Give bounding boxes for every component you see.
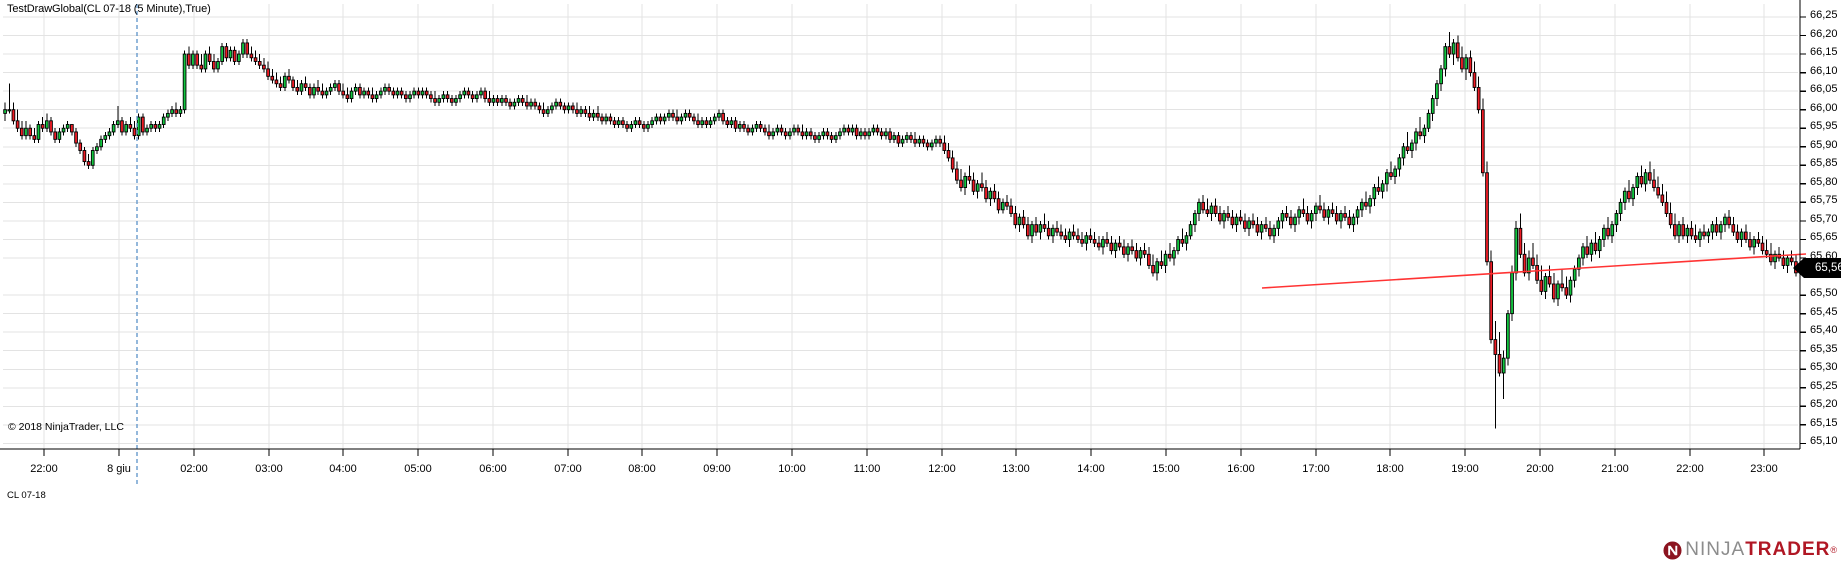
chart-title: TestDrawGlobal(CL 07-18 (5 Minute),True) bbox=[7, 3, 211, 15]
y-axis-tick-label: 65,45 bbox=[1810, 305, 1838, 318]
x-axis-tick-label: 05:00 bbox=[404, 463, 432, 475]
y-axis-tick-label: 65,85 bbox=[1810, 157, 1838, 170]
x-axis-tick-label: 20:00 bbox=[1526, 463, 1554, 475]
y-axis-tick-label: 66,00 bbox=[1810, 101, 1838, 114]
y-axis-tick-label: 66,20 bbox=[1810, 27, 1838, 40]
x-axis-tick-label: 02:00 bbox=[180, 463, 208, 475]
x-axis-tick-label: 16:00 bbox=[1227, 463, 1255, 475]
y-axis-tick-label: 65,95 bbox=[1810, 120, 1838, 133]
x-axis-tick-label: 15:00 bbox=[1152, 463, 1180, 475]
x-axis-tick-label: 21:00 bbox=[1601, 463, 1629, 475]
y-axis-tick-label: 66,10 bbox=[1810, 64, 1838, 77]
y-axis-tick-label: 65,35 bbox=[1810, 342, 1838, 355]
x-axis-tick-label: 09:00 bbox=[703, 463, 731, 475]
y-axis-tick-label: 65,15 bbox=[1810, 416, 1838, 429]
copyright-notice: © 2018 NinjaTrader, LLC bbox=[8, 421, 124, 433]
y-axis-tick-label: 65,10 bbox=[1810, 435, 1838, 448]
x-axis-tick-label: 06:00 bbox=[479, 463, 507, 475]
x-axis-tick-label: 13:00 bbox=[1002, 463, 1030, 475]
last-price-marker: 65,56 bbox=[1804, 258, 1841, 278]
y-axis-tick-label: 65,75 bbox=[1810, 194, 1838, 207]
logo-text-trader: TRADER bbox=[1745, 539, 1831, 560]
x-axis-tick-label: 19:00 bbox=[1451, 463, 1479, 475]
y-axis-tick-label: 66,05 bbox=[1810, 83, 1838, 96]
y-axis-tick-label: 65,40 bbox=[1810, 324, 1838, 337]
y-axis-tick-label: 66,25 bbox=[1810, 8, 1838, 21]
x-axis-tick-label: 22:00 bbox=[30, 463, 58, 475]
last-price-marker-arrow bbox=[1793, 258, 1804, 278]
y-axis-tick-label: 66,15 bbox=[1810, 46, 1838, 59]
x-axis-tick-label: 17:00 bbox=[1302, 463, 1330, 475]
x-axis-tick-label: 8 giu bbox=[107, 463, 131, 475]
y-axis-tick-label: 65,20 bbox=[1810, 398, 1838, 411]
x-axis-tick-label: 11:00 bbox=[853, 463, 881, 475]
x-axis-tick-label: 04:00 bbox=[329, 463, 357, 475]
y-axis-tick-label: 65,50 bbox=[1810, 287, 1838, 300]
logo-text-ninja: NINJA bbox=[1685, 539, 1746, 560]
x-axis-tick-label: 12:00 bbox=[928, 463, 956, 475]
y-axis-tick-label: 65,90 bbox=[1810, 138, 1838, 151]
x-axis-tick-label: 10:00 bbox=[778, 463, 806, 475]
y-axis-tick-label: 65,30 bbox=[1810, 361, 1838, 374]
y-axis-tick-label: 65,70 bbox=[1810, 212, 1838, 225]
logo-registered-mark: ® bbox=[1830, 545, 1837, 555]
candlestick-series bbox=[3, 31, 1798, 429]
drawing-overlay-layer bbox=[136, 4, 1807, 485]
x-axis-tick-label: 22:00 bbox=[1676, 463, 1704, 475]
x-axis-tick-label: 23:00 bbox=[1750, 463, 1778, 475]
x-axis-tick-label: 08:00 bbox=[628, 463, 656, 475]
y-axis-tick-label: 65,65 bbox=[1810, 231, 1838, 244]
axis-layer bbox=[0, 0, 1806, 456]
x-axis-tick-label: 18:00 bbox=[1376, 463, 1404, 475]
ninjatrader-logo-icon bbox=[1663, 540, 1682, 560]
ninjatrader-logo: NINJA TRADER ® bbox=[1663, 539, 1837, 561]
grid-layer bbox=[3, 4, 1798, 449]
y-axis-tick-label: 65,80 bbox=[1810, 175, 1838, 188]
instrument-tag: CL 07-18 bbox=[7, 490, 46, 501]
x-axis-tick-label: 14:00 bbox=[1077, 463, 1105, 475]
y-axis-tick-label: 65,25 bbox=[1810, 379, 1838, 392]
x-axis-tick-label: 03:00 bbox=[255, 463, 283, 475]
x-axis-tick-label: 07:00 bbox=[554, 463, 582, 475]
